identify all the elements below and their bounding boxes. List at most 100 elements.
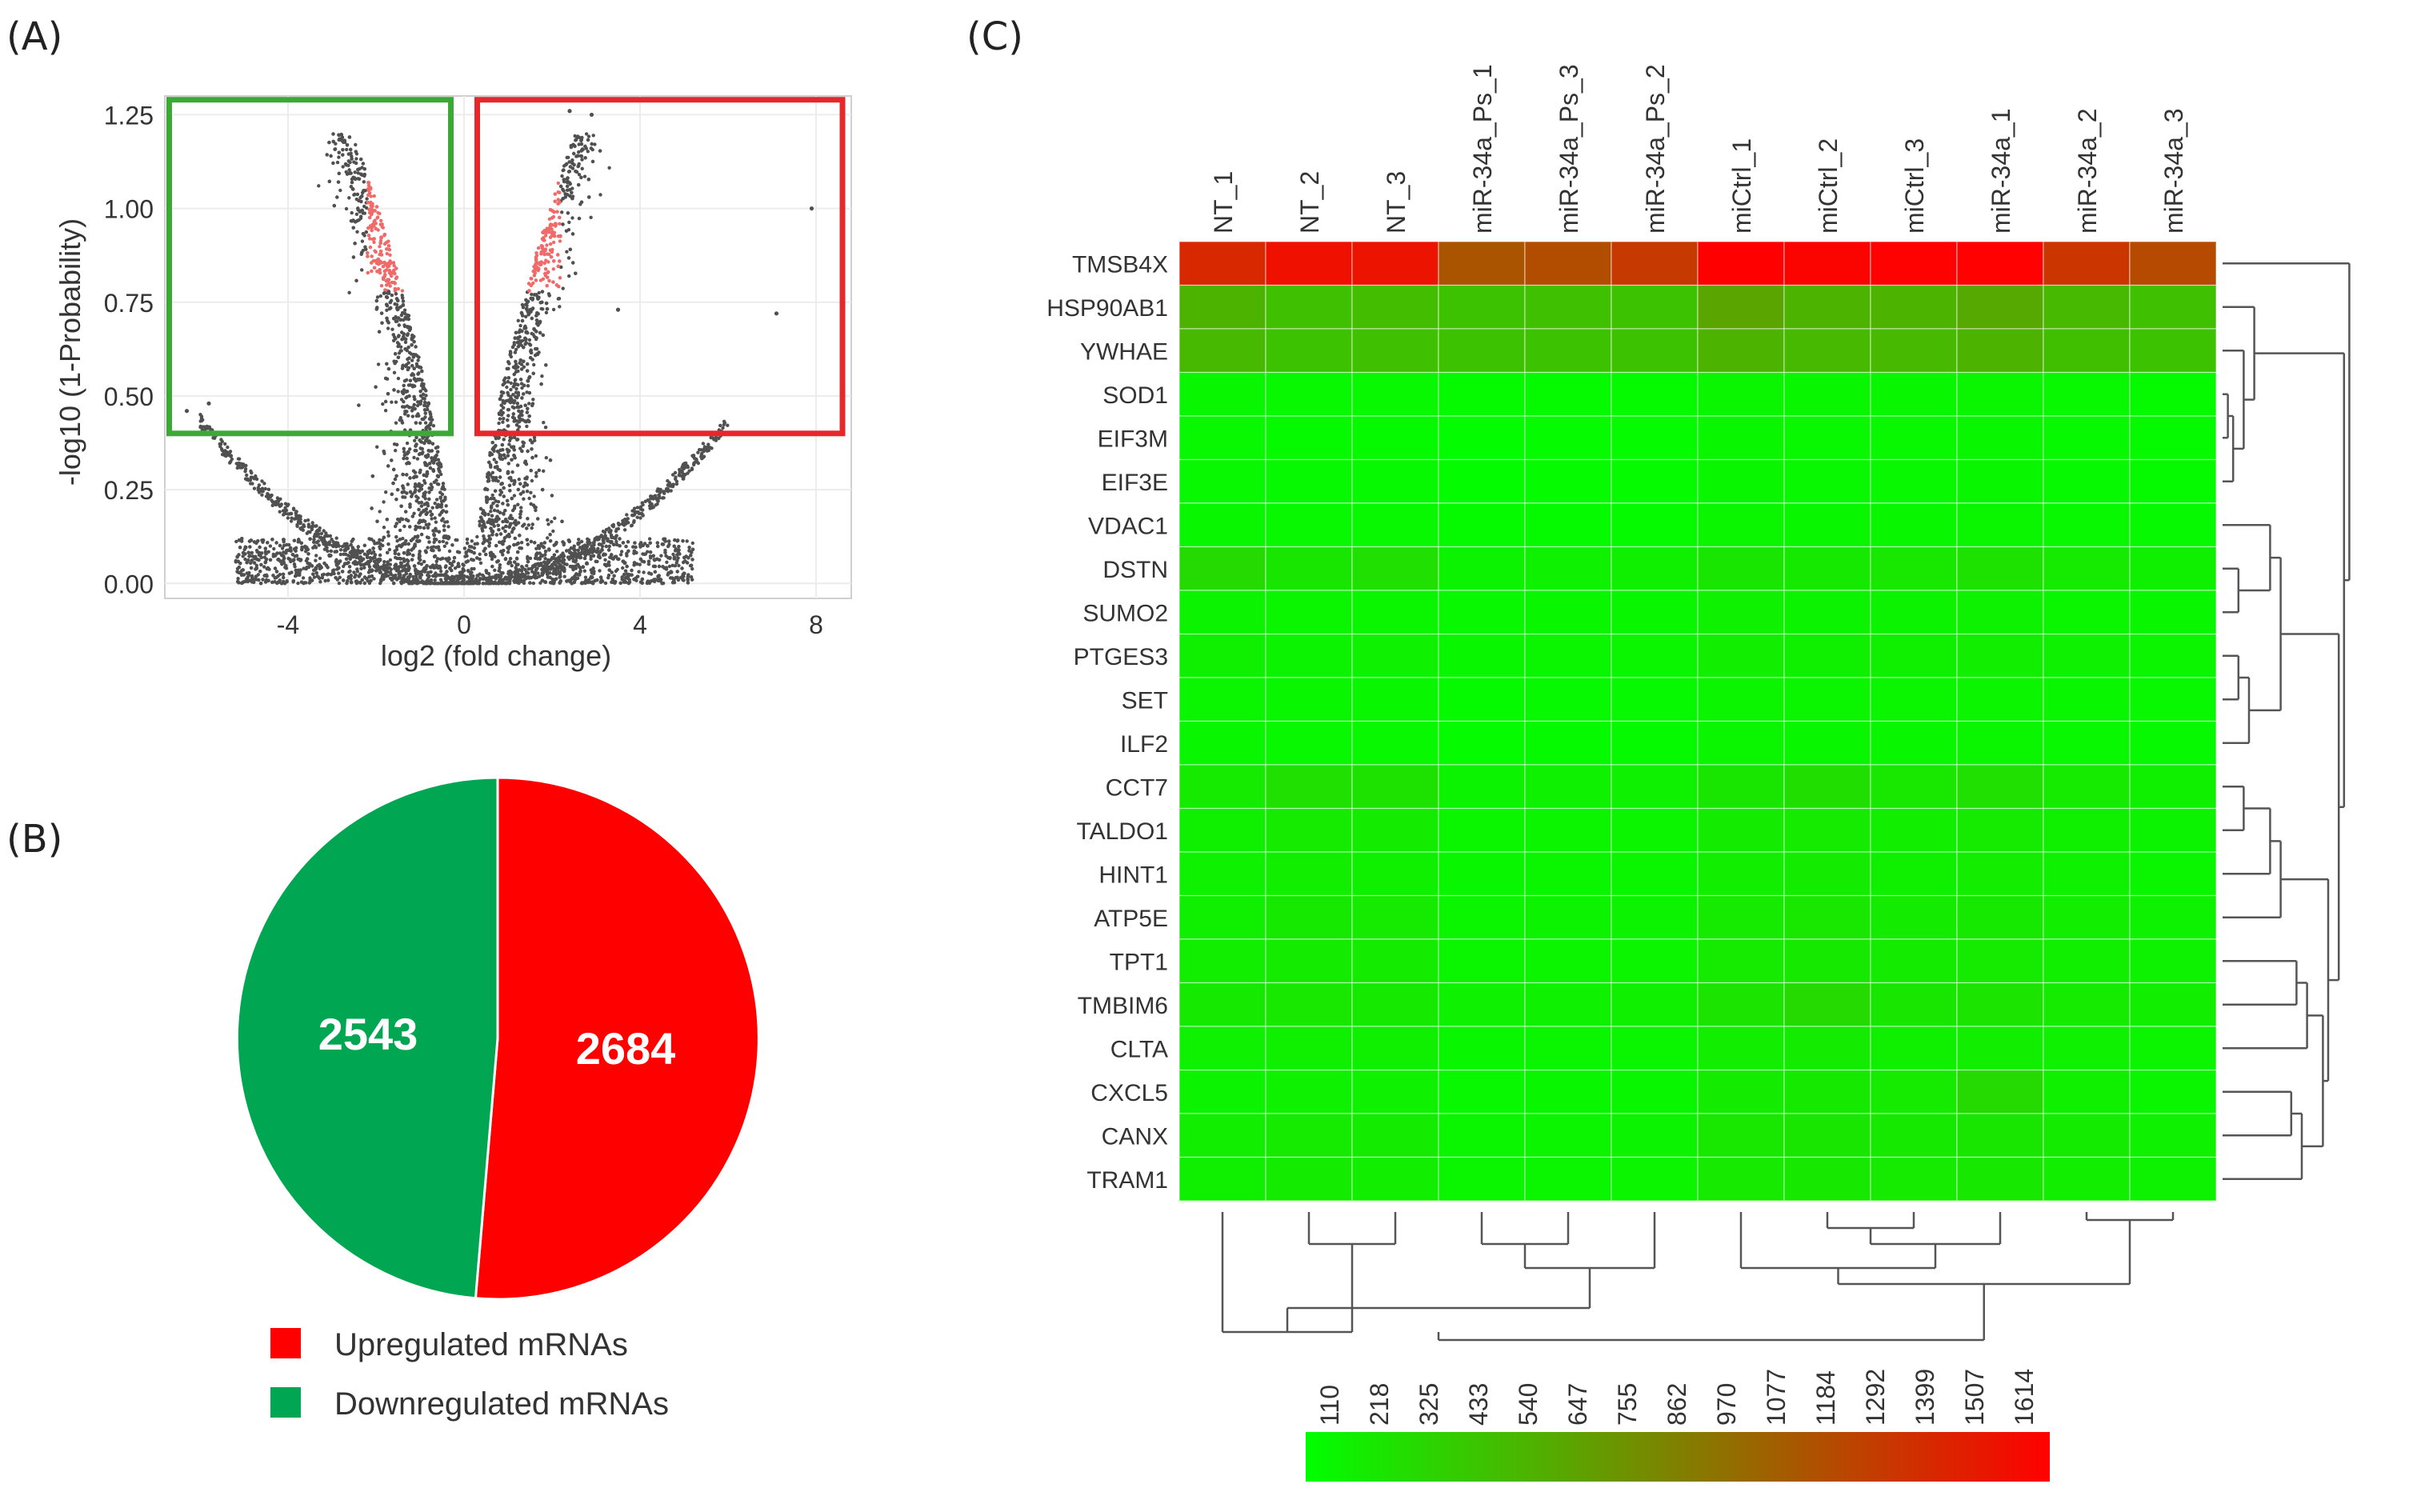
volcano-point bbox=[510, 496, 514, 501]
volcano-point bbox=[421, 396, 425, 401]
volcano-point bbox=[523, 324, 527, 329]
volcano-point bbox=[434, 546, 438, 550]
volcano-point bbox=[261, 538, 266, 542]
volcano-point bbox=[433, 502, 437, 506]
volcano-point bbox=[674, 575, 678, 580]
volcano-point bbox=[607, 563, 611, 567]
volcano-point bbox=[406, 542, 410, 546]
volcano-point bbox=[237, 565, 241, 570]
volcano-point bbox=[372, 577, 376, 581]
volcano-point bbox=[533, 541, 537, 545]
volcano-point bbox=[506, 424, 510, 428]
volcano-point bbox=[281, 572, 286, 576]
volcano-point bbox=[566, 184, 570, 188]
volcano-point bbox=[338, 188, 342, 193]
volcano-point bbox=[572, 151, 576, 156]
volcano-point bbox=[410, 343, 414, 347]
volcano-point bbox=[577, 182, 581, 187]
volcano-point bbox=[547, 547, 551, 551]
volcano-point bbox=[647, 537, 652, 541]
volcano-point bbox=[360, 194, 364, 198]
volcano-point bbox=[465, 537, 470, 542]
volcano-point bbox=[522, 359, 526, 363]
volcano-point bbox=[386, 542, 390, 546]
volcano-point bbox=[354, 278, 358, 282]
volcano-point bbox=[618, 537, 622, 541]
volcano-point bbox=[528, 343, 533, 347]
volcano-point bbox=[525, 483, 529, 487]
volcano-point bbox=[506, 414, 510, 418]
volcano-point bbox=[665, 560, 669, 564]
volcano-point bbox=[445, 541, 449, 545]
volcano-point bbox=[524, 302, 528, 306]
volcano-point bbox=[392, 581, 396, 586]
volcano-point bbox=[544, 310, 549, 314]
volcano-point bbox=[490, 493, 494, 498]
volcano-point bbox=[381, 276, 386, 280]
volcano-point bbox=[289, 549, 293, 553]
volcano-point bbox=[385, 362, 389, 366]
volcano-point bbox=[539, 542, 543, 546]
volcano-point bbox=[310, 578, 314, 582]
volcano-point bbox=[350, 157, 354, 161]
volcano-point bbox=[606, 576, 610, 580]
volcano-point bbox=[304, 546, 308, 550]
volcano-point bbox=[623, 569, 628, 573]
volcano-point bbox=[323, 578, 327, 583]
volcano-point bbox=[241, 554, 245, 558]
volcano-point bbox=[518, 323, 522, 328]
volcano-point bbox=[687, 546, 691, 550]
panel-label-b: (B) bbox=[6, 817, 62, 862]
volcano-point bbox=[413, 470, 418, 474]
volcano-point bbox=[527, 338, 532, 342]
volcano-point bbox=[518, 512, 522, 516]
volcano-point bbox=[651, 554, 655, 558]
volcano-point bbox=[246, 550, 250, 554]
volcano-point bbox=[443, 495, 447, 499]
volcano-point bbox=[567, 220, 571, 225]
volcano-point bbox=[480, 526, 484, 530]
volcano-point bbox=[542, 469, 546, 473]
volcano-point bbox=[478, 557, 482, 562]
volcano-point bbox=[447, 557, 451, 562]
volcano-point bbox=[506, 366, 510, 370]
volcano-point bbox=[418, 390, 422, 394]
volcano-point bbox=[374, 226, 378, 230]
volcano-point bbox=[625, 551, 629, 556]
volcano-point bbox=[530, 447, 534, 451]
volcano-point bbox=[659, 554, 663, 558]
volcano-point bbox=[430, 485, 434, 490]
volcano-point bbox=[429, 482, 433, 486]
volcano-point bbox=[275, 551, 279, 555]
volcano-point bbox=[366, 226, 370, 230]
volcano-point bbox=[506, 502, 510, 507]
volcano-point bbox=[411, 537, 415, 541]
volcano-point bbox=[446, 525, 450, 529]
volcano-point bbox=[284, 565, 288, 570]
volcano-point bbox=[408, 505, 412, 509]
volcano-point bbox=[314, 571, 318, 575]
volcano-point bbox=[498, 455, 502, 459]
volcano-point bbox=[623, 561, 627, 565]
volcano-point bbox=[414, 414, 418, 418]
volcano-point bbox=[321, 573, 325, 577]
volcano-point bbox=[387, 547, 392, 552]
volcano-point bbox=[243, 552, 247, 556]
volcano-point bbox=[395, 539, 399, 543]
volcano-point bbox=[444, 557, 448, 561]
volcano-point bbox=[514, 382, 518, 386]
volcano-point bbox=[402, 456, 406, 461]
volcano-point bbox=[367, 574, 371, 579]
volcano-point bbox=[298, 571, 302, 575]
volcano-point bbox=[345, 143, 350, 147]
volcano-point bbox=[502, 417, 506, 421]
volcano-point bbox=[426, 526, 430, 530]
volcano-point bbox=[526, 557, 530, 561]
volcano-point bbox=[511, 445, 516, 449]
volcano-point bbox=[422, 385, 426, 389]
volcano-point bbox=[670, 563, 674, 567]
volcano-point bbox=[497, 435, 501, 440]
volcano-point bbox=[404, 364, 408, 369]
volcano-point bbox=[410, 558, 414, 562]
volcano-point bbox=[329, 549, 333, 554]
